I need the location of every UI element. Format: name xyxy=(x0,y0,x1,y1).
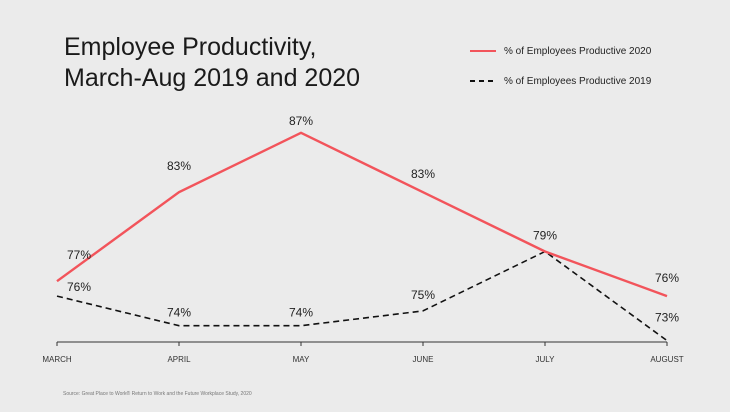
data-label-2019: 76% xyxy=(67,280,91,294)
data-label-2019: 74% xyxy=(289,306,313,320)
data-label-2020: 83% xyxy=(167,159,191,173)
x-tick-label: JULY xyxy=(536,355,556,364)
x-tick-label: MARCH xyxy=(42,355,72,364)
chart-legend: % of Employees Productive 2020 % of Empl… xyxy=(470,40,651,100)
series-line-2020 xyxy=(56,131,668,298)
legend-item-2020: % of Employees Productive 2020 xyxy=(470,40,651,62)
chart-title: Employee Productivity, xyxy=(64,33,317,61)
x-tick-label: JUNE xyxy=(413,355,434,364)
data-label-2020: 76% xyxy=(655,271,679,285)
data-label-2020: 87% xyxy=(289,114,313,128)
x-tick-label: MAY xyxy=(293,355,310,364)
chart-title-block: Employee Productivity, March-Aug 2019 an… xyxy=(64,32,360,94)
x-tick-label: APRIL xyxy=(167,355,191,364)
x-tick-label: AUGUST xyxy=(650,355,683,364)
data-label-2020: 79% xyxy=(533,229,557,243)
legend-label-2019: % of Employees Productive 2019 xyxy=(504,75,652,87)
source-note: Source: Great Place to Work® Return to W… xyxy=(63,391,252,397)
legend-swatch-2020 xyxy=(470,49,496,53)
data-label-2020: 83% xyxy=(411,167,435,181)
data-label-2019: 73% xyxy=(655,311,679,325)
data-label-2020: 77% xyxy=(67,248,91,262)
legend-swatch-2019 xyxy=(470,79,496,83)
legend-item-2019: % of Employees Productive 2019 xyxy=(470,70,651,92)
data-label-2019: 75% xyxy=(411,288,435,302)
chart-subtitle: March-Aug 2019 and 2020 xyxy=(64,64,361,92)
data-label-2019: 74% xyxy=(167,306,191,320)
series-line-2019 xyxy=(56,250,668,342)
legend-label-2020: % of Employees Productive 2020 xyxy=(504,45,652,57)
